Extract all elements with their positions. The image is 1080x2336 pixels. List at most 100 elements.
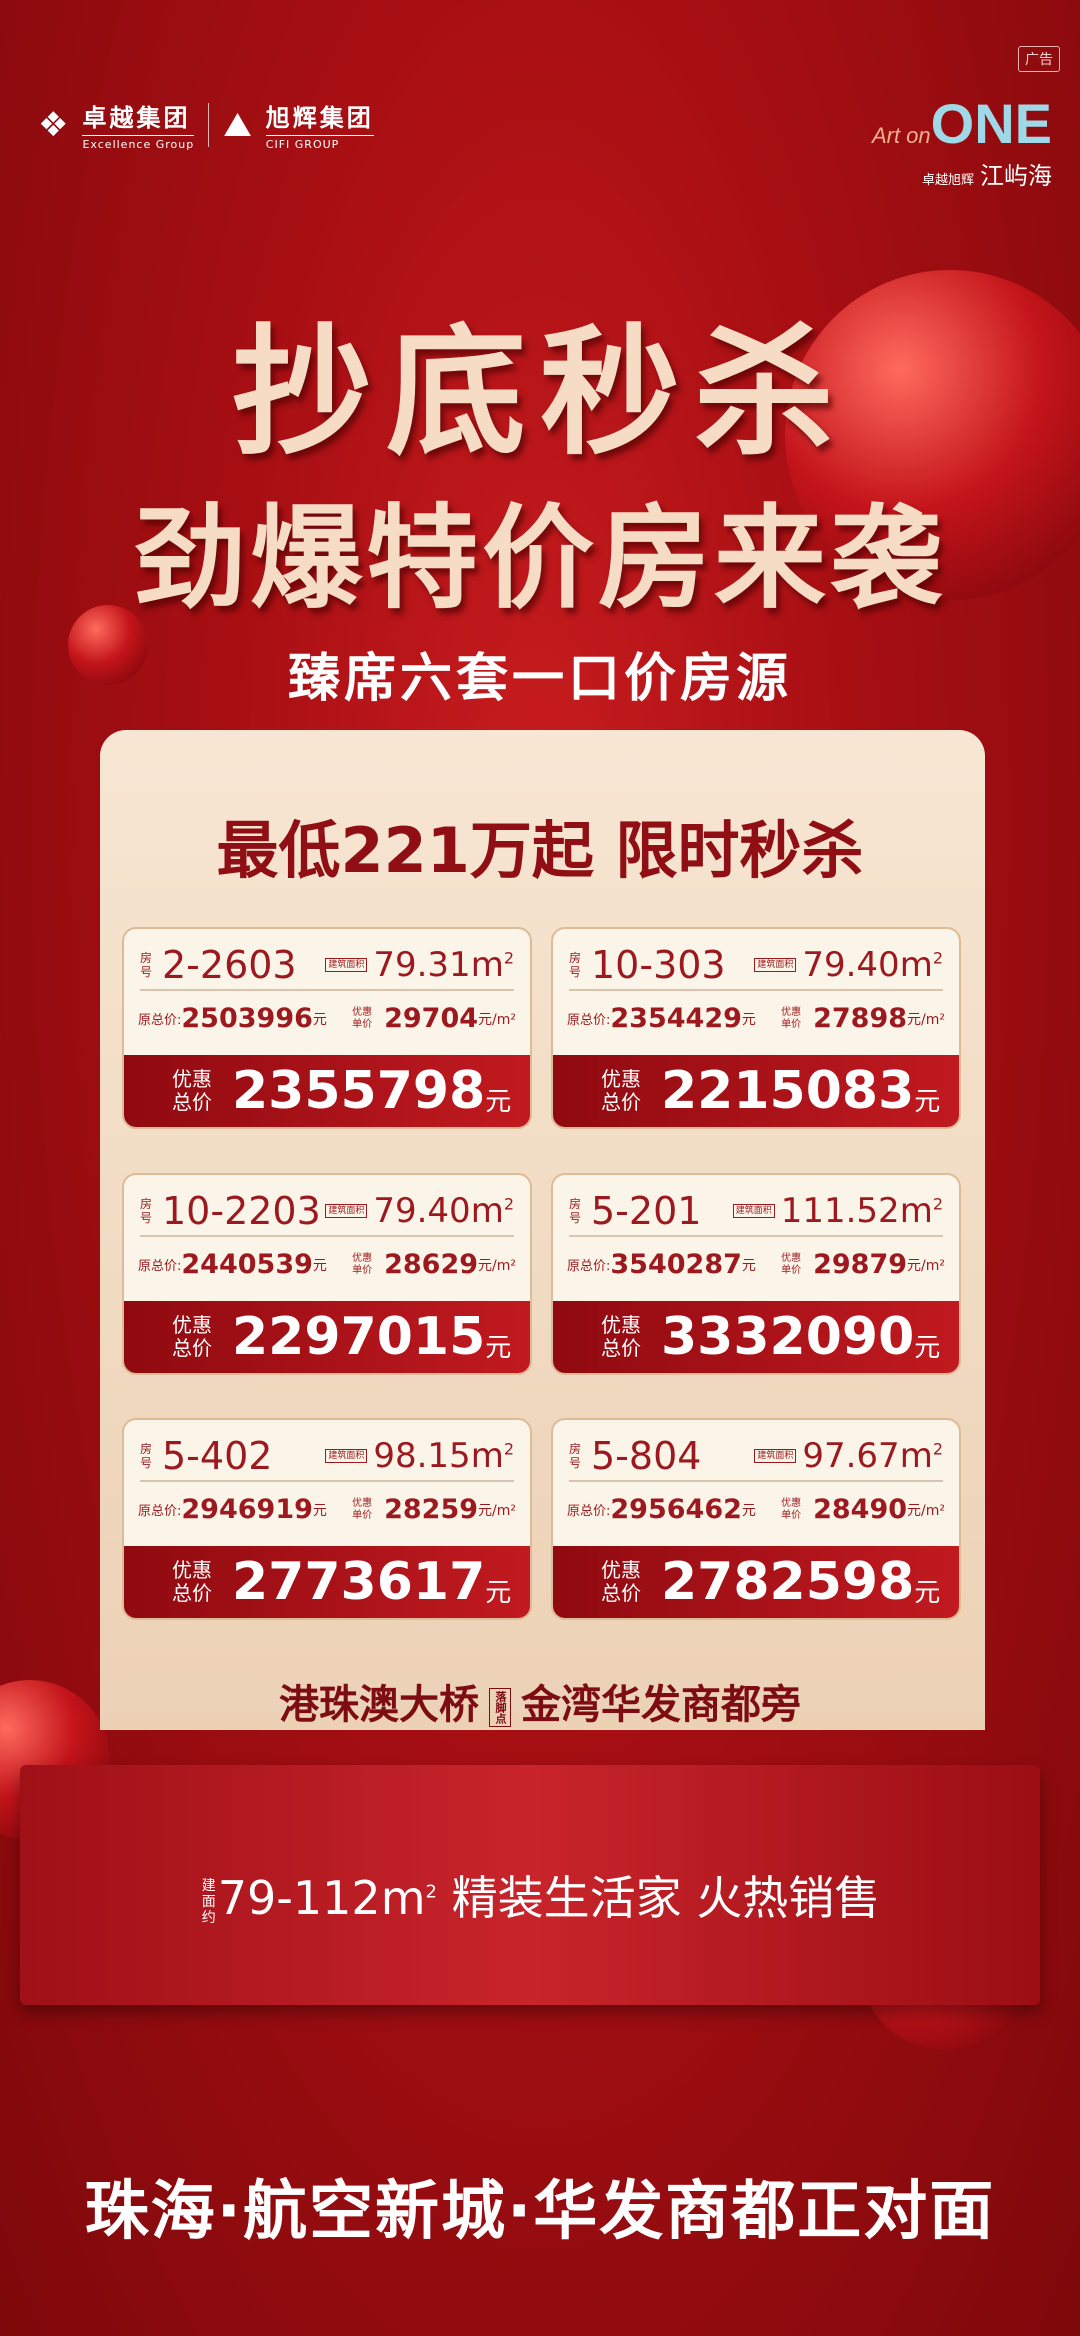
unit-card: 房号 2-2603 建筑面积 79.31m2 原总价: 2503996 元优惠单价 2970…: [122, 927, 532, 1129]
area-icon: 建筑面积: [325, 1204, 368, 1218]
unit-price: 28629: [384, 1249, 479, 1280]
excellence-name: 卓越集团: [82, 104, 191, 132]
yuan-unit: 元: [914, 1086, 941, 1117]
yuan-unit: 元: [312, 1257, 327, 1274]
divider: [208, 102, 210, 147]
unit-card: 房号 10-303 建筑面积 79.40m2 原总价: 2354429 元优惠单价 2789…: [551, 927, 961, 1129]
location-left: 港珠澳大桥: [279, 1682, 479, 1728]
room-number: 5-804: [591, 1434, 702, 1478]
area-value: 97.67m2: [802, 1436, 943, 1476]
room-number: 2-2603: [162, 943, 297, 987]
yuan-unit: 元: [485, 1086, 512, 1117]
orig-price: 3540287: [610, 1249, 742, 1280]
excellence-en: Excellence Group: [82, 135, 195, 151]
total-label: 优惠总价: [172, 1067, 212, 1114]
ad-badge: 广告: [1018, 46, 1060, 72]
area-icon: 建筑面积: [754, 1449, 797, 1463]
unit-label: 优惠单价: [781, 1252, 802, 1276]
room-label: 房号: [140, 1442, 153, 1470]
orig-label: 原总价:: [567, 1504, 611, 1519]
unit-price: 29704: [384, 1003, 479, 1034]
yuan-unit: 元: [312, 1502, 327, 1519]
area-value: 79.40m2: [373, 1191, 514, 1231]
feature-band: [20, 1765, 1040, 2005]
title-line-2: 劲爆特价房来袭: [134, 493, 946, 624]
excellence-logo-icon: ❖: [38, 104, 69, 145]
per-m2-unit: 元/m²: [478, 1011, 516, 1028]
total-label: 优惠总价: [172, 1558, 212, 1605]
yuan-unit: 元: [914, 1332, 941, 1363]
discount-total: 3332090: [661, 1307, 915, 1367]
room-number: 10-2203: [162, 1189, 321, 1233]
room-number: 10-303: [591, 943, 726, 987]
discount-total: 2782598: [661, 1552, 915, 1612]
orig-price: 2354429: [610, 1003, 742, 1034]
cifi-logo-icon: ⛰: [223, 104, 252, 145]
brand-dev: 卓越旭辉: [921, 173, 974, 188]
headline: 最低221万起 限时秒杀: [216, 814, 864, 887]
brand-one: ONE: [930, 92, 1052, 155]
room-label: 房号: [569, 951, 582, 979]
per-m2-unit: 元/m²: [478, 1502, 516, 1519]
discount-total: 2297015: [232, 1307, 486, 1367]
per-m2-unit: 元/m²: [478, 1257, 516, 1274]
orig-label: 原总价:: [138, 1504, 182, 1519]
orig-price: 2946919: [181, 1494, 313, 1525]
total-label: 优惠总价: [172, 1313, 212, 1360]
bottom-slogan: 珠海·航空新城·华发商都正对面: [84, 2175, 996, 2249]
location-tag: 落脚点: [489, 1687, 511, 1727]
room-label: 房号: [569, 1197, 582, 1225]
per-m2-unit: 元/m²: [907, 1257, 945, 1274]
discount-bar: 优惠总价 2773617 元: [124, 1546, 530, 1618]
discount-bar: 优惠总价 2782598 元: [553, 1546, 959, 1618]
discount-bar: 优惠总价 3332090 元: [553, 1301, 959, 1373]
decor-ball: [785, 270, 1080, 600]
room-label: 房号: [140, 1197, 153, 1225]
unit-card: 房号 10-2203 建筑面积 79.40m2 原总价: 2440539 元优惠单价 286…: [122, 1173, 532, 1375]
yuan-unit: 元: [485, 1332, 512, 1363]
unit-price: 28490: [813, 1494, 908, 1525]
location-line: 港珠澳大桥 落脚点 金湾华发商都旁: [0, 1672, 1080, 1730]
unit-label: 优惠单价: [781, 1006, 802, 1030]
unit-price: 28259: [384, 1494, 479, 1525]
area-value: 98.15m2: [373, 1436, 514, 1476]
unit-card: 房号 5-201 建筑面积 111.52m2 原总价: 3540287 元优惠单价 2987…: [551, 1173, 961, 1375]
yuan-unit: 元: [741, 1257, 756, 1274]
orig-price: 2956462: [610, 1494, 742, 1525]
unit-price: 29879: [813, 1249, 908, 1280]
area-icon: 建筑面积: [325, 1449, 368, 1463]
area-value: 111.52m2: [780, 1191, 943, 1231]
discount-total: 2215083: [661, 1061, 915, 1121]
discount-bar: 优惠总价 2215083 元: [553, 1055, 959, 1127]
developer-logos: ❖ 卓越集团 Excellence Group ⛰ 旭辉集团 CIFI GROUP: [38, 98, 374, 151]
orig-price: 2440539: [181, 1249, 313, 1280]
per-m2-unit: 元/m²: [907, 1502, 945, 1519]
yuan-unit: 元: [485, 1577, 512, 1608]
orig-price: 2503996: [181, 1003, 313, 1034]
orig-label: 原总价:: [567, 1259, 611, 1274]
unit-label: 优惠单价: [781, 1497, 802, 1521]
band-slogan: 精装生活家 火热销售: [451, 1871, 881, 1925]
unit-price: 27898: [813, 1003, 908, 1034]
orig-label: 原总价:: [138, 1013, 182, 1028]
unit-label: 优惠单价: [352, 1497, 373, 1521]
orig-label: 原总价:: [138, 1259, 182, 1274]
room-label: 房号: [140, 951, 153, 979]
unit-label: 优惠单价: [352, 1252, 373, 1276]
yuan-unit: 元: [914, 1577, 941, 1608]
discount-total: 2355798: [232, 1061, 486, 1121]
band-text: 建面约79-112m2 精装生活家 火热销售: [201, 1871, 881, 1926]
yuan-unit: 元: [741, 1011, 756, 1028]
room-number: 5-402: [162, 1434, 273, 1478]
unit-label: 优惠单价: [352, 1006, 373, 1030]
total-label: 优惠总价: [601, 1067, 641, 1114]
project-brand: Art onONE 卓越旭辉 江屿海: [872, 96, 1052, 191]
area-icon: 建筑面积: [325, 958, 368, 972]
discount-total: 2773617: [232, 1552, 486, 1612]
total-label: 优惠总价: [601, 1313, 641, 1360]
brand-name: 江屿海: [980, 162, 1052, 190]
discount-bar: 优惠总价 2355798 元: [124, 1055, 530, 1127]
orig-label: 原总价:: [567, 1013, 611, 1028]
brand-script: Art on: [871, 123, 931, 148]
area-icon: 建筑面积: [732, 1204, 775, 1218]
